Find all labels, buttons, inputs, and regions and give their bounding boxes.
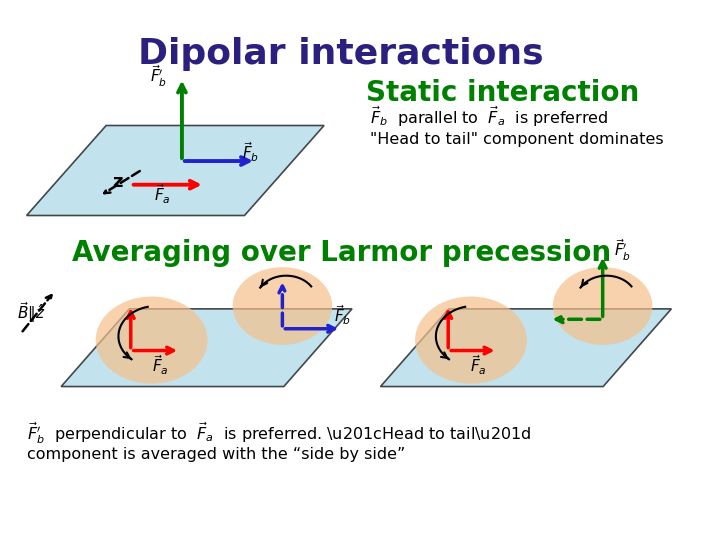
Text: Static interaction: Static interaction bbox=[366, 79, 639, 106]
Text: $\vec{F}_a$: $\vec{F}_a$ bbox=[152, 353, 168, 377]
Text: z: z bbox=[112, 173, 122, 191]
Ellipse shape bbox=[415, 296, 527, 384]
Polygon shape bbox=[380, 309, 671, 387]
Ellipse shape bbox=[553, 267, 652, 345]
Text: "Head to tail" component dominates: "Head to tail" component dominates bbox=[369, 132, 663, 147]
Text: Averaging over Larmor precession: Averaging over Larmor precession bbox=[71, 239, 611, 267]
Text: $\vec{F}_b$: $\vec{F}_b$ bbox=[242, 140, 258, 164]
Text: $\vec{F}_b'$  perpendicular to  $\vec{F}_a$  is preferred. \u201cHead to tail\u2: $\vec{F}_b'$ perpendicular to $\vec{F}_a… bbox=[27, 420, 531, 446]
Polygon shape bbox=[27, 125, 324, 215]
Text: $\vec{B} \| \hat{z}$: $\vec{B} \| \hat{z}$ bbox=[17, 300, 45, 325]
Text: $\vec{F}_a$: $\vec{F}_a$ bbox=[153, 182, 170, 206]
Text: Dipolar interactions: Dipolar interactions bbox=[138, 37, 544, 71]
Text: component is averaged with the “side by side”: component is averaged with the “side by … bbox=[27, 447, 405, 462]
Polygon shape bbox=[61, 309, 352, 387]
Text: $\vec{F}_b'$: $\vec{F}_b'$ bbox=[614, 238, 631, 263]
Text: $\vec{F}_b'$: $\vec{F}_b'$ bbox=[150, 63, 167, 89]
Ellipse shape bbox=[96, 296, 207, 384]
Text: $\vec{F}_a$: $\vec{F}_a$ bbox=[470, 353, 487, 377]
Text: $\vec{F}_b$: $\vec{F}_b$ bbox=[333, 303, 351, 327]
Text: $\vec{F}_b$  parallel to  $\vec{F}_a$  is preferred: $\vec{F}_b$ parallel to $\vec{F}_a$ is p… bbox=[369, 104, 608, 129]
Ellipse shape bbox=[233, 267, 332, 345]
